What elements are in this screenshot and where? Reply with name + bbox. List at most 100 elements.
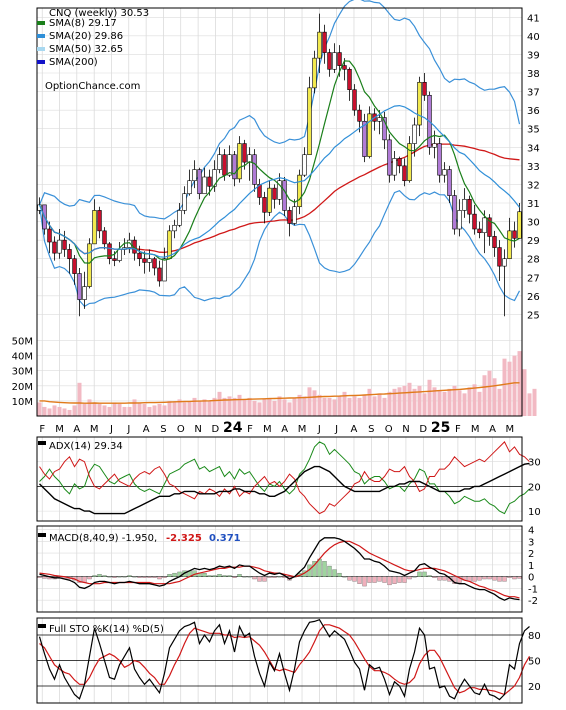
macd-histogram-bar — [267, 576, 272, 578]
macd-histogram-bar — [207, 575, 212, 577]
volume-bar — [252, 400, 257, 416]
candle-body — [327, 52, 332, 70]
candle-body — [62, 239, 67, 250]
volume-bar — [377, 393, 382, 416]
price-frame — [36, 7, 523, 417]
macd-histogram-bar — [317, 558, 322, 577]
volume-bar — [257, 402, 262, 416]
candle-body — [482, 217, 487, 234]
candle-body — [407, 143, 412, 182]
candle-body — [402, 165, 407, 182]
candle-body — [477, 228, 482, 234]
macd-histogram-bar — [247, 576, 252, 578]
volume-bar — [182, 402, 187, 416]
price-y-tick-label: 26 — [527, 292, 540, 303]
candle-body — [227, 154, 232, 176]
candle-body — [457, 210, 462, 230]
candle-body — [357, 109, 362, 122]
candle-body — [497, 247, 502, 267]
legend-swatch — [37, 47, 45, 51]
legend-swatch — [37, 34, 45, 38]
macd-histogram-bar — [517, 576, 522, 579]
volume-bar — [92, 402, 97, 416]
volume-bar — [512, 355, 517, 416]
volume-bar — [462, 393, 467, 416]
adx-y-tick-label: 20 — [528, 482, 541, 493]
volume-bar — [237, 394, 242, 416]
volume-y-tick-label: 20M — [12, 382, 33, 393]
candle-body — [517, 211, 522, 239]
watermark-label: OptionChance.com — [45, 81, 140, 92]
x-tick-label: D — [419, 424, 427, 435]
legend-entry: SMA(50) 32.65 — [49, 44, 123, 55]
x-tick-label: M — [471, 424, 480, 435]
macd-histogram-bar — [417, 571, 422, 577]
macd-histogram-bar — [127, 575, 132, 577]
macd-histogram-value: 0.371 — [209, 533, 241, 544]
volume-bar — [132, 399, 137, 416]
x-tick-label: M — [506, 424, 515, 435]
volume-bar — [282, 399, 287, 416]
candle-body — [282, 180, 287, 211]
candle-body — [487, 217, 492, 237]
candle-body — [437, 143, 442, 176]
macd-histogram-bar — [507, 576, 512, 578]
candle-body — [302, 154, 307, 176]
macd-histogram-bar — [407, 576, 412, 580]
candle-body — [162, 258, 167, 282]
candle-body — [102, 230, 107, 245]
volume-bar — [37, 402, 42, 416]
macd-histogram-bar — [492, 576, 497, 581]
macd-y-tick-label: -1 — [528, 584, 538, 595]
macd-histogram-bar — [97, 574, 102, 577]
volume-bar — [427, 379, 432, 416]
candle-body — [262, 197, 267, 213]
macd-histogram-bar — [337, 572, 342, 577]
candle-body — [382, 117, 387, 141]
macd-histogram-bar — [42, 576, 47, 579]
macd-histogram-bar — [37, 576, 42, 578]
x-tick-label: F — [455, 424, 461, 435]
macd-histogram-bar — [327, 565, 332, 577]
price-y-tick-label: 35 — [527, 125, 540, 136]
volume-bar — [177, 399, 182, 416]
grid-layer — [37, 8, 522, 703]
x-tick-label: N — [402, 424, 409, 435]
candle-body — [452, 195, 457, 230]
candle-body — [472, 213, 477, 230]
price-y-tick-label: 37 — [527, 88, 540, 99]
volume-bar — [472, 384, 477, 416]
macd-histogram-bar — [117, 576, 122, 578]
price-y-tick-label: 33 — [527, 162, 540, 173]
macd-histogram-bar — [77, 576, 82, 583]
volume-bar — [327, 397, 332, 416]
adx-y-tick-label: 10 — [528, 507, 541, 518]
macd-histogram-bar — [107, 576, 112, 578]
macd-histogram-bar — [442, 576, 447, 581]
volume-bar — [347, 397, 352, 416]
volume-bar — [192, 397, 197, 416]
candle-body — [247, 154, 252, 163]
sto-title: Full STO %K(14) %D(5) — [49, 624, 164, 635]
volume-bar — [77, 382, 82, 416]
macd-histogram-bar — [427, 575, 432, 577]
price-y-tick-label: 29 — [527, 236, 540, 247]
volume-bar — [287, 402, 292, 416]
volume-bar — [497, 388, 502, 416]
volume-bar — [372, 396, 377, 416]
volume-bar — [62, 408, 67, 416]
macd-histogram-bar — [387, 576, 392, 586]
chart-title: CNQ (weekly) 30.53 — [49, 8, 149, 19]
price-y-tick-label: 38 — [527, 69, 540, 80]
macd-histogram-bar — [157, 576, 162, 580]
adx-frame — [36, 436, 523, 522]
volume-bar — [397, 387, 402, 416]
x-tick-label: J — [126, 424, 130, 435]
candle-body — [377, 117, 382, 122]
price-y-tick-label: 31 — [527, 199, 540, 210]
candle-body — [92, 210, 97, 245]
bollinger-lower-line — [38, 190, 521, 308]
adx-panel — [39, 441, 530, 515]
macd-histogram-bar — [482, 576, 487, 580]
